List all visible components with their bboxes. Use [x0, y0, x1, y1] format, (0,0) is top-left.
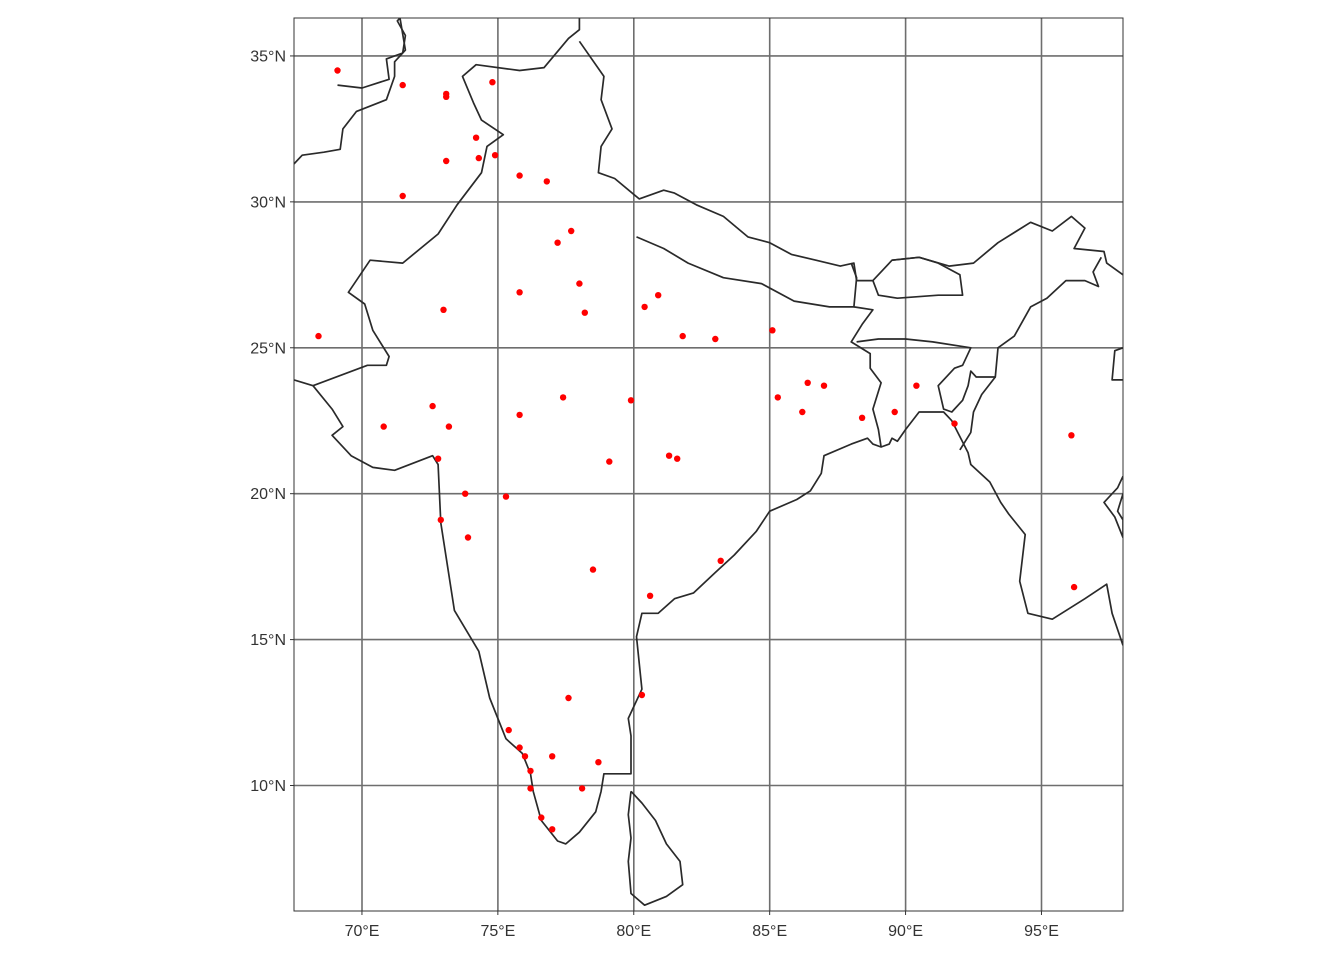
border-myanmar-east	[1111, 346, 1123, 381]
point-marker	[641, 303, 648, 311]
point-marker	[679, 332, 686, 340]
point-marker	[554, 239, 561, 246]
x-tick-label: 70°E	[345, 923, 380, 940]
point-marker	[521, 753, 529, 760]
point-marker	[437, 516, 444, 524]
x-tick-label: 80°E	[616, 923, 651, 940]
y-tick-label: 35°N	[250, 48, 286, 65]
border-china-india-west	[578, 40, 1123, 282]
y-tick-label: 15°N	[250, 632, 286, 649]
y-axis: 10°N 15°N 20°N 25°N 30°N 35°N	[250, 48, 294, 795]
point-marker	[589, 566, 597, 573]
point-markers	[315, 67, 1078, 833]
border-kashmir-line	[337, 18, 407, 89]
border-india-pakistan-afghanistan	[294, 379, 1123, 845]
point-marker	[717, 557, 724, 564]
point-marker	[429, 402, 436, 410]
point-marker	[491, 152, 499, 159]
point-marker	[434, 455, 442, 462]
point-marker	[606, 458, 613, 465]
point-marker	[505, 726, 512, 734]
point-marker	[443, 157, 450, 165]
y-tick-label: 10°N	[250, 778, 286, 795]
x-tick-label: 90°E	[888, 923, 923, 940]
point-marker	[565, 694, 572, 702]
point-marker	[443, 93, 450, 101]
point-marker	[638, 691, 646, 699]
point-marker	[380, 423, 387, 430]
x-axis: 70°E 75°E 80°E 85°E 90°E 95°E	[345, 911, 1059, 940]
y-tick-label: 25°N	[250, 340, 286, 357]
point-marker	[665, 452, 673, 459]
point-marker	[516, 744, 523, 751]
point-marker	[820, 382, 828, 389]
x-tick-label: 75°E	[480, 923, 515, 940]
point-marker	[315, 332, 322, 340]
point-marker	[774, 394, 781, 401]
point-marker	[538, 814, 545, 821]
point-marker	[595, 759, 602, 766]
point-marker	[475, 154, 482, 162]
point-marker	[464, 534, 472, 541]
point-marker	[334, 67, 341, 74]
map-panel	[294, 18, 1123, 911]
graticule	[294, 18, 1123, 911]
point-marker	[712, 335, 719, 343]
point-marker	[527, 767, 534, 775]
point-marker	[559, 394, 567, 401]
point-marker	[799, 408, 806, 416]
point-marker	[674, 455, 681, 462]
point-marker	[804, 379, 811, 386]
point-marker	[516, 172, 523, 179]
point-marker	[627, 397, 635, 404]
y-tick-label: 30°N	[250, 194, 286, 211]
point-marker	[769, 327, 776, 334]
point-marker	[462, 490, 469, 497]
point-marker	[576, 280, 583, 287]
border-sri-lanka	[627, 790, 684, 907]
point-marker	[489, 79, 496, 86]
x-tick-label: 85°E	[752, 923, 787, 940]
point-marker	[516, 411, 523, 419]
point-marker	[549, 753, 556, 760]
border-nepal	[636, 236, 858, 308]
border-bhutan	[872, 256, 964, 300]
point-marker	[951, 420, 958, 427]
point-marker	[445, 423, 453, 430]
point-marker	[646, 592, 654, 599]
point-marker	[502, 493, 510, 500]
point-marker	[568, 227, 575, 235]
point-marker	[913, 382, 920, 389]
point-marker	[581, 309, 588, 316]
border-myanmar-india	[959, 376, 996, 451]
y-tick-label: 20°N	[250, 486, 286, 503]
point-marker	[858, 414, 866, 421]
panel-border	[293, 17, 1124, 912]
point-marker	[472, 134, 480, 141]
border-bangladesh-india	[850, 306, 882, 448]
point-marker	[527, 785, 534, 792]
point-marker	[516, 289, 523, 296]
point-marker	[543, 178, 550, 185]
border-myanmar-thailand	[1103, 475, 1123, 539]
border-afghanistan-pakistan	[294, 18, 407, 165]
point-marker	[655, 292, 662, 299]
point-marker	[1070, 583, 1078, 591]
point-marker	[440, 306, 447, 313]
x-tick-label: 95°E	[1024, 923, 1059, 940]
point-marker	[891, 408, 898, 416]
point-marker	[549, 826, 556, 833]
country-borders	[294, 18, 1123, 907]
point-marker	[399, 81, 406, 89]
point-marker	[399, 192, 406, 200]
border-pakistan-india-north	[312, 18, 581, 387]
point-marker	[578, 785, 586, 792]
point-marker	[1068, 432, 1075, 439]
border-bangladesh-east	[856, 256, 1103, 413]
